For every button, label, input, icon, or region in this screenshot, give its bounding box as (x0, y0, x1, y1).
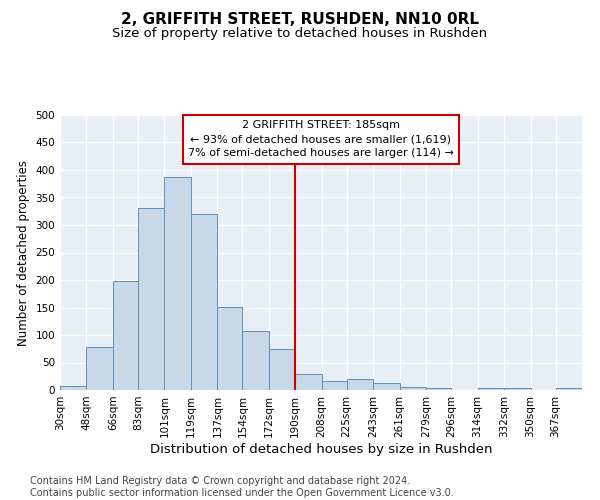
Text: Distribution of detached houses by size in Rushden: Distribution of detached houses by size … (150, 442, 492, 456)
Bar (295, 374, 322, 390)
Bar (164, 177, 191, 390)
Text: Size of property relative to detached houses in Rushden: Size of property relative to detached ho… (112, 28, 488, 40)
Bar (322, 380, 347, 390)
Bar (556, 388, 582, 390)
Bar (86, 347, 113, 390)
Bar (113, 281, 138, 390)
Bar (242, 330, 269, 390)
Bar (217, 307, 242, 390)
Bar (347, 379, 373, 390)
Text: 2 GRIFFITH STREET: 185sqm
← 93% of detached houses are smaller (1,619)
7% of sem: 2 GRIFFITH STREET: 185sqm ← 93% of detac… (188, 120, 454, 158)
Text: 2, GRIFFITH STREET, RUSHDEN, NN10 0RL: 2, GRIFFITH STREET, RUSHDEN, NN10 0RL (121, 12, 479, 28)
Bar (426, 388, 451, 390)
Bar (138, 208, 164, 390)
Bar (373, 384, 400, 390)
Text: Contains HM Land Registry data © Crown copyright and database right 2024.
Contai: Contains HM Land Registry data © Crown c… (30, 476, 454, 498)
Bar (60, 386, 86, 390)
Bar (504, 388, 530, 390)
Bar (191, 214, 217, 390)
Bar (269, 350, 295, 390)
Bar (400, 387, 426, 390)
Y-axis label: Number of detached properties: Number of detached properties (17, 160, 30, 346)
Bar (478, 388, 504, 390)
